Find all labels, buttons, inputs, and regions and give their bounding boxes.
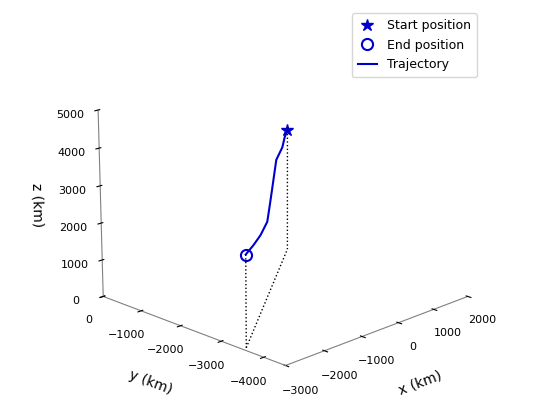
Y-axis label: y (km): y (km) [127, 368, 174, 397]
Legend: Start position, End position, Trajectory: Start position, End position, Trajectory [352, 13, 477, 77]
X-axis label: x (km): x (km) [397, 368, 444, 397]
